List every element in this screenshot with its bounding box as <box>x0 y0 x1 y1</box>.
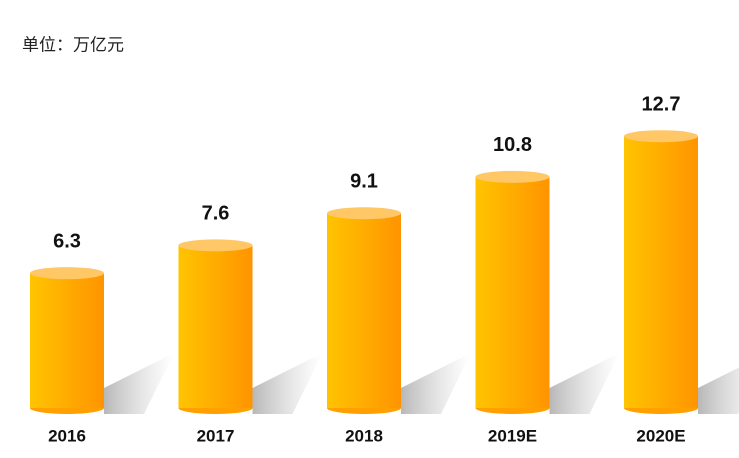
bar <box>624 136 698 408</box>
x-tick-label: 2019E <box>488 426 537 445</box>
bar-shadow <box>104 353 174 414</box>
value-label: 7.6 <box>202 203 230 225</box>
bar <box>327 213 401 408</box>
value-label: 9.1 <box>350 171 378 193</box>
cylinder-top <box>327 207 401 220</box>
value-label: 6.3 <box>53 230 81 252</box>
bar-shadow <box>698 367 739 414</box>
cylinder-top <box>30 267 104 280</box>
x-tick-label: 2016 <box>48 426 86 445</box>
cylinder-top <box>624 130 698 143</box>
x-tick-label: 2020E <box>636 426 685 445</box>
value-label: 12.7 <box>642 94 681 116</box>
value-label: 10.8 <box>493 134 532 156</box>
bar <box>178 245 253 408</box>
x-tick-label: 2018 <box>345 426 383 445</box>
bar-shadow <box>252 353 323 414</box>
bar-shadow <box>549 353 620 414</box>
x-tick-label: 2017 <box>197 426 235 445</box>
subtitle: 单位：万亿元 <box>22 35 124 54</box>
bar-shadow <box>401 353 471 414</box>
cylinder-top <box>475 170 550 183</box>
cylinder-top <box>178 239 253 252</box>
bar <box>30 273 104 408</box>
bar <box>475 176 550 408</box>
